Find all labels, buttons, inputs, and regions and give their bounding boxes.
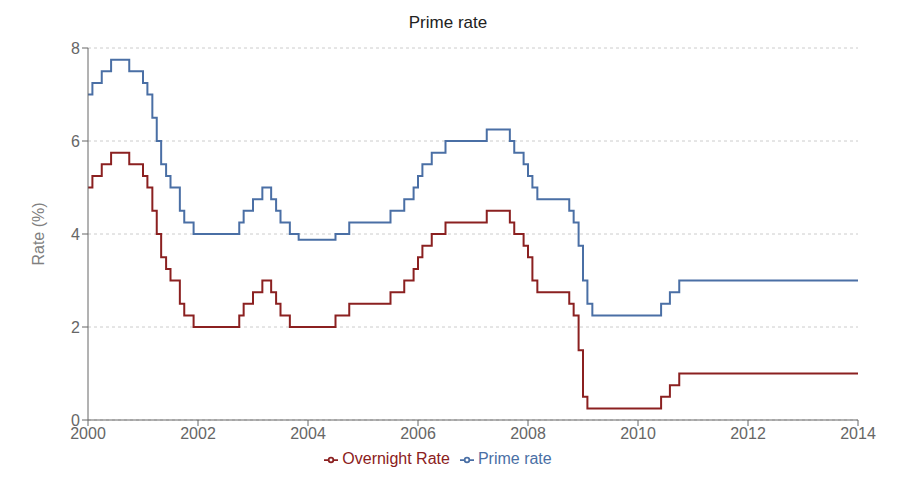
svg-text:2014: 2014 <box>840 425 876 442</box>
svg-text:4: 4 <box>71 226 80 243</box>
svg-text:2012: 2012 <box>730 425 766 442</box>
html-text:Prime rate: Prime rate <box>477 450 552 467</box>
svg-text:2008: 2008 <box>510 425 546 442</box>
html-text:Prime rate: Prime rate <box>408 13 488 32</box>
svg-text:2002: 2002 <box>180 425 216 442</box>
svg-text:2010: 2010 <box>620 425 656 442</box>
svg-text:8: 8 <box>71 40 80 57</box>
svg-text:2006: 2006 <box>400 425 436 442</box>
svg-text:2: 2 <box>71 319 80 336</box>
svg-text:0: 0 <box>71 412 80 429</box>
svg-text:Rate (%): Rate (%) <box>30 202 47 265</box>
html-text:Overnight Rate: Overnight Rate <box>342 450 450 467</box>
svg-text:2004: 2004 <box>290 425 326 442</box>
svg-text:2000: 2000 <box>70 425 106 443</box>
svg-text:6: 6 <box>71 133 80 150</box>
